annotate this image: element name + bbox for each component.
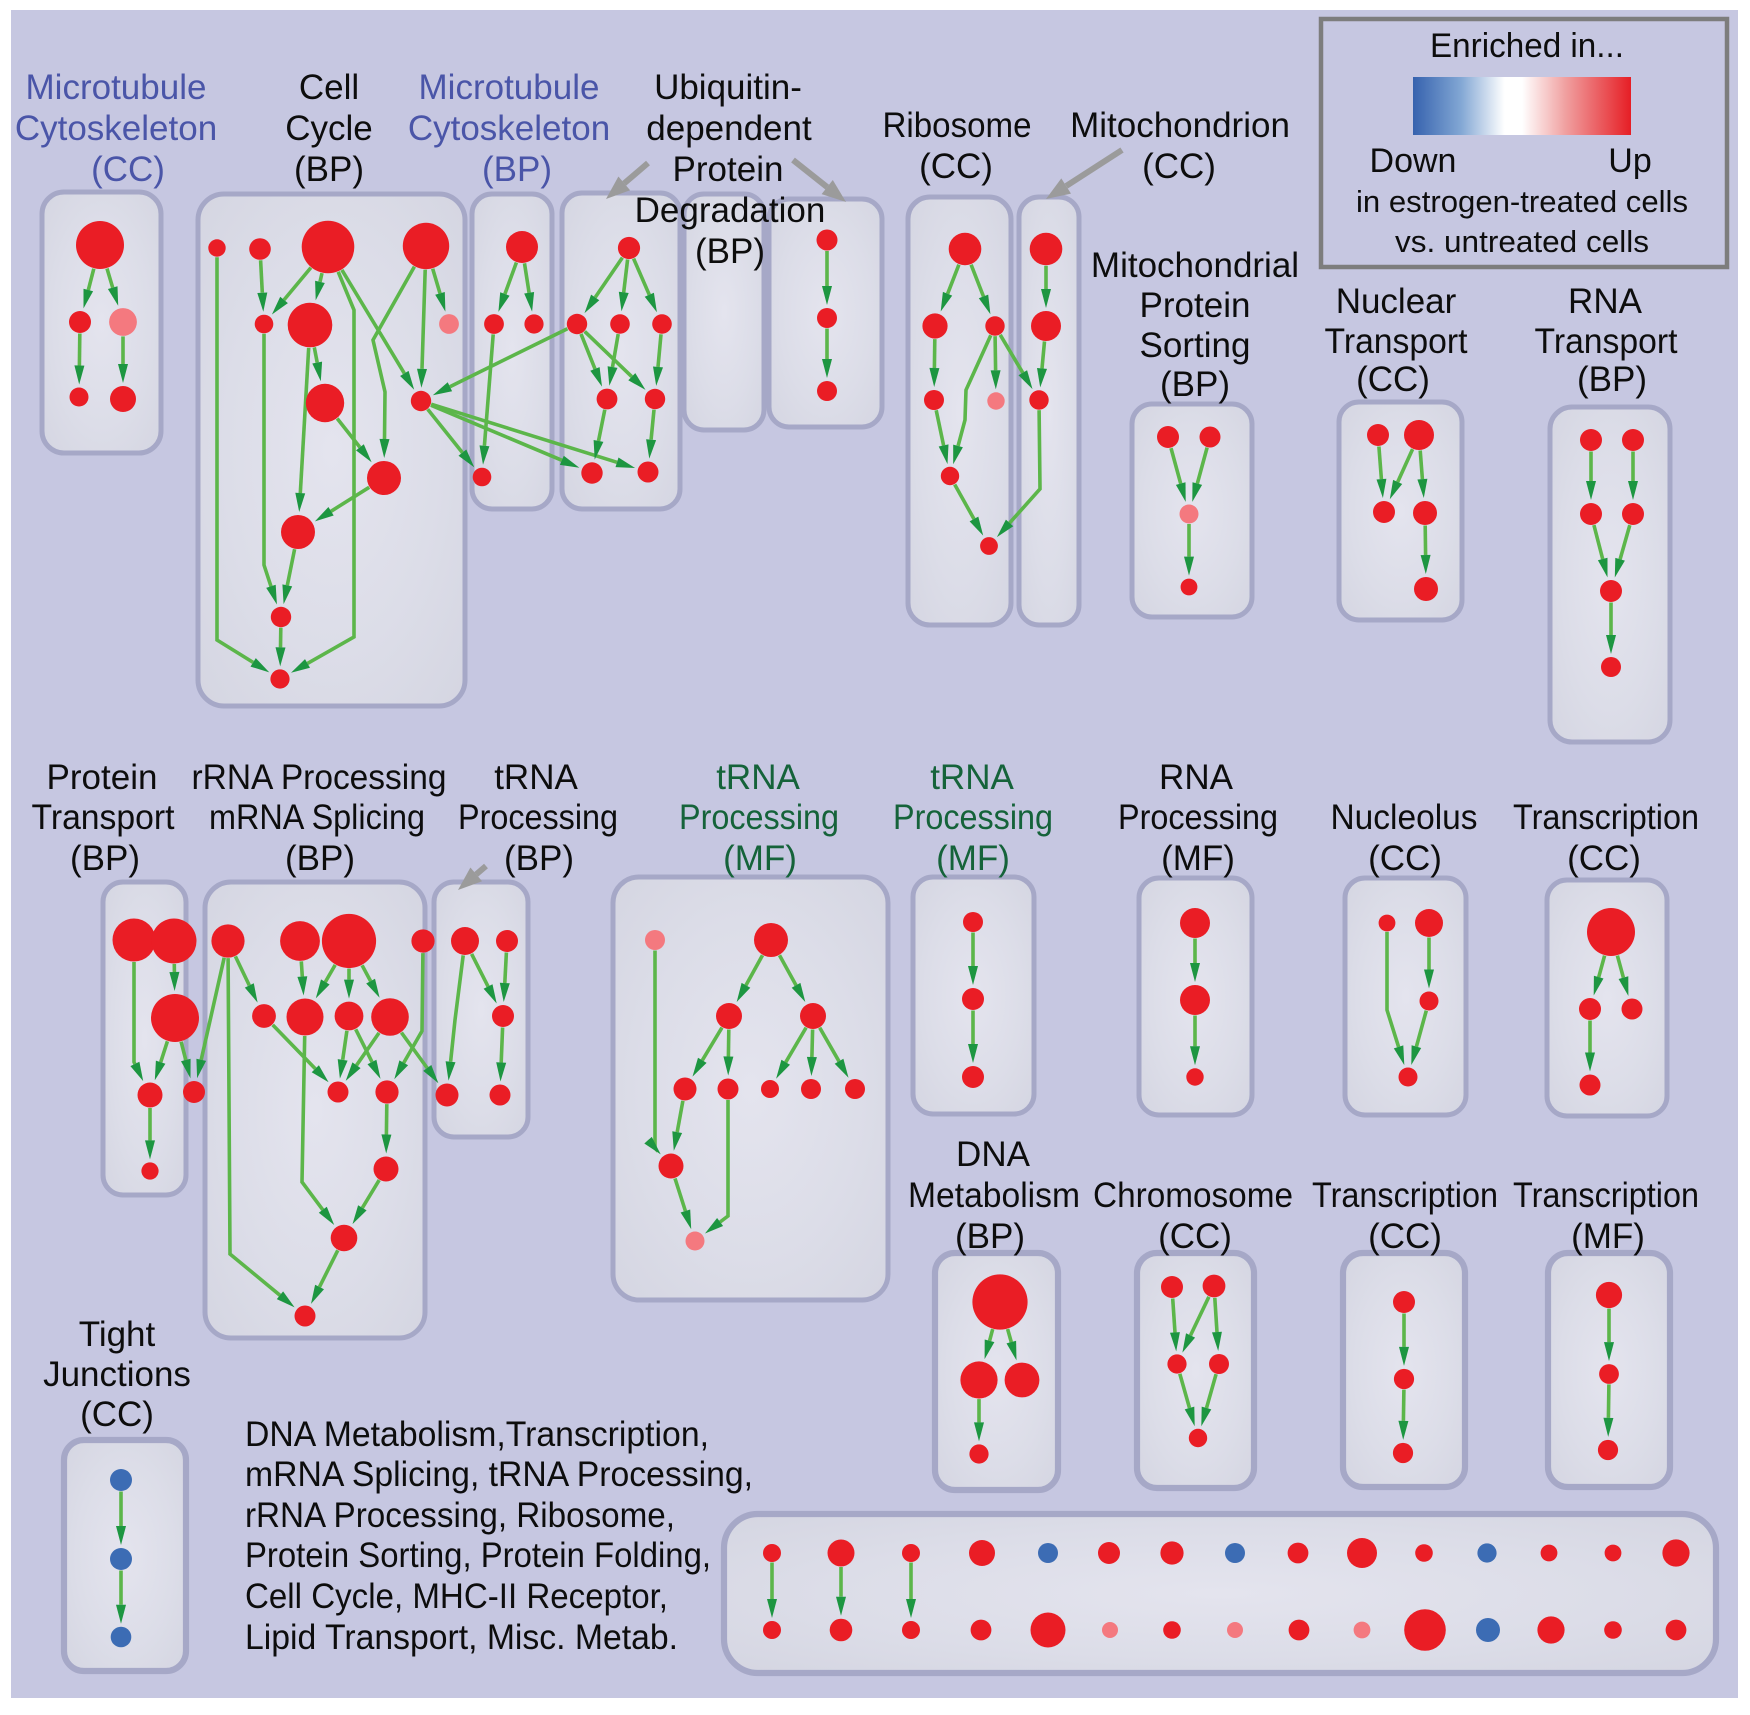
svg-text:Protein: Protein (673, 150, 784, 189)
svg-text:Cytoskeleton: Cytoskeleton (15, 109, 217, 148)
svg-text:rRNA Processing: rRNA Processing (192, 758, 447, 797)
svg-text:RNA: RNA (1159, 758, 1234, 797)
svg-text:Transcription: Transcription (1513, 1176, 1699, 1215)
svg-text:mRNA Splicing: mRNA Splicing (209, 798, 425, 837)
svg-text:tRNA: tRNA (930, 758, 1014, 797)
svg-text:Enriched in...: Enriched in... (1430, 27, 1624, 65)
svg-text:DNA Metabolism,Transcription,: DNA Metabolism,Transcription, (245, 1415, 709, 1454)
svg-text:Processing: Processing (458, 798, 618, 837)
svg-text:(BP): (BP) (1160, 365, 1230, 404)
svg-text:(CC): (CC) (1356, 360, 1430, 399)
svg-text:Chromosome: Chromosome (1093, 1176, 1293, 1215)
svg-text:tRNA: tRNA (494, 758, 578, 797)
svg-text:Processing: Processing (893, 798, 1053, 837)
svg-text:Metabolism: Metabolism (908, 1176, 1080, 1215)
svg-text:Protein Sorting, Protein Foldi: Protein Sorting, Protein Folding, (245, 1536, 711, 1575)
svg-text:Protein: Protein (47, 758, 158, 797)
svg-text:(MF): (MF) (1571, 1217, 1645, 1256)
svg-text:(MF): (MF) (1161, 839, 1235, 878)
svg-text:Transport: Transport (32, 798, 175, 837)
svg-text:(BP): (BP) (695, 232, 765, 271)
svg-text:Transcription: Transcription (1513, 798, 1699, 837)
svg-text:(BP): (BP) (504, 839, 574, 878)
svg-text:(CC): (CC) (1142, 147, 1216, 186)
svg-text:(BP): (BP) (1577, 360, 1647, 399)
svg-text:Ubiquitin-: Ubiquitin- (654, 68, 802, 107)
svg-text:(CC): (CC) (1158, 1217, 1232, 1256)
svg-text:(CC): (CC) (80, 1395, 154, 1434)
svg-text:Transport: Transport (1535, 322, 1678, 361)
svg-text:Transport: Transport (1325, 322, 1468, 361)
svg-text:(MF): (MF) (723, 839, 797, 878)
svg-text:(CC): (CC) (91, 150, 165, 189)
svg-text:(CC): (CC) (1368, 1217, 1442, 1256)
svg-text:Cell Cycle, MHC-II Receptor,: Cell Cycle, MHC-II Receptor, (245, 1577, 668, 1616)
svg-text:Nuclear: Nuclear (1336, 282, 1457, 321)
svg-text:Ribosome: Ribosome (883, 106, 1032, 145)
svg-text:Cell: Cell (299, 68, 359, 107)
svg-text:Down: Down (1370, 142, 1457, 180)
svg-text:Cytoskeleton: Cytoskeleton (408, 109, 610, 148)
svg-text:(BP): (BP) (955, 1217, 1025, 1256)
svg-text:(CC): (CC) (919, 147, 993, 186)
svg-text:Lipid Transport, Misc. Metab.: Lipid Transport, Misc. Metab. (245, 1618, 678, 1657)
svg-text:(CC): (CC) (1567, 839, 1641, 878)
svg-text:Cycle: Cycle (285, 109, 373, 148)
svg-text:Up: Up (1608, 142, 1651, 180)
svg-text:Mitochondrial: Mitochondrial (1091, 246, 1299, 285)
svg-text:Protein: Protein (1140, 286, 1251, 325)
svg-text:tRNA: tRNA (716, 758, 800, 797)
svg-text:(BP): (BP) (482, 150, 552, 189)
svg-text:Nucleolus: Nucleolus (1331, 798, 1478, 837)
svg-text:DNA: DNA (956, 1135, 1031, 1174)
svg-text:Mitochondrion: Mitochondrion (1070, 106, 1290, 145)
svg-text:rRNA Processing, Ribosome,: rRNA Processing, Ribosome, (245, 1496, 675, 1535)
svg-text:(BP): (BP) (70, 839, 140, 878)
svg-text:(BP): (BP) (285, 839, 355, 878)
svg-text:Tight: Tight (79, 1315, 156, 1354)
svg-text:Microtubule: Microtubule (26, 68, 207, 107)
svg-text:mRNA Splicing, tRNA Processing: mRNA Splicing, tRNA Processing, (245, 1455, 753, 1494)
svg-text:(CC): (CC) (1368, 839, 1442, 878)
svg-text:(MF): (MF) (936, 839, 1010, 878)
svg-text:Degradation: Degradation (635, 191, 826, 230)
svg-text:dependent: dependent (646, 109, 812, 148)
svg-text:(BP): (BP) (294, 150, 364, 189)
svg-text:RNA: RNA (1568, 282, 1643, 321)
svg-text:vs. untreated cells: vs. untreated cells (1395, 224, 1649, 259)
svg-text:Junctions: Junctions (43, 1355, 191, 1394)
svg-text:Sorting: Sorting (1140, 326, 1251, 365)
svg-text:Transcription: Transcription (1312, 1176, 1498, 1215)
svg-text:in estrogen-treated cells: in estrogen-treated cells (1356, 184, 1688, 219)
svg-text:Processing: Processing (679, 798, 839, 837)
svg-text:Microtubule: Microtubule (419, 68, 600, 107)
svg-text:Processing: Processing (1118, 798, 1278, 837)
